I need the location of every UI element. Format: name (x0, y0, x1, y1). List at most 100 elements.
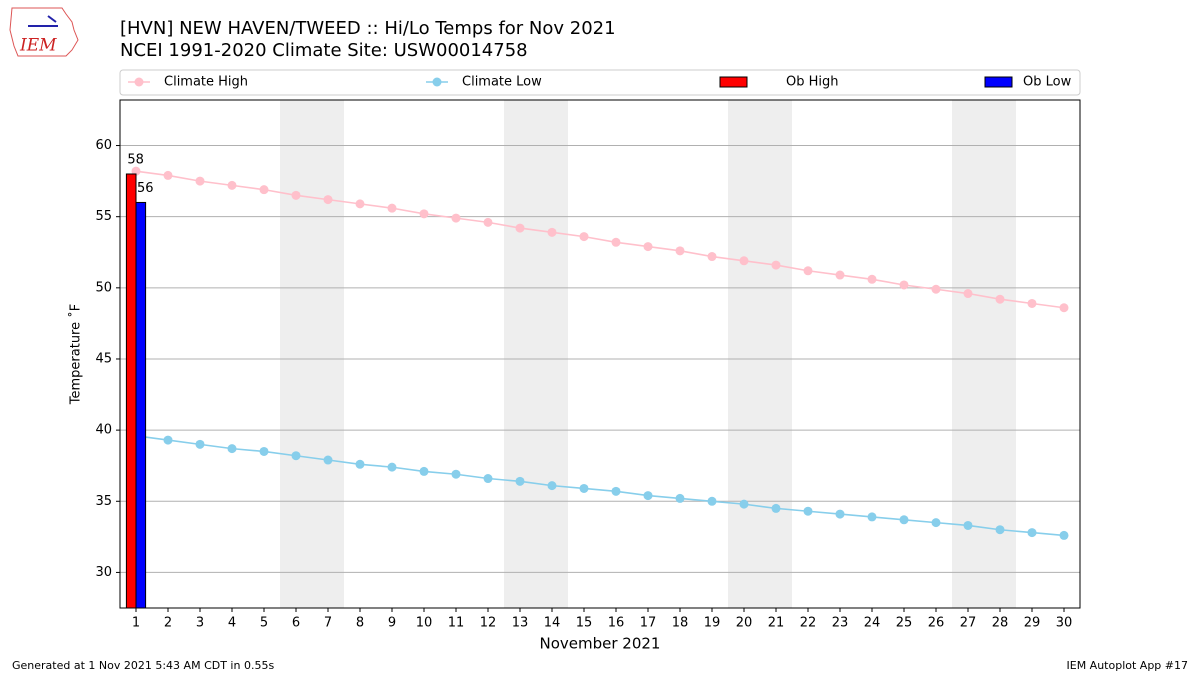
point (419, 209, 429, 219)
point (867, 274, 877, 284)
x-tick-label: 29 (1024, 616, 1041, 631)
x-tick-label: 23 (832, 616, 849, 631)
x-tick-label: 28 (992, 616, 1009, 631)
point (707, 252, 717, 262)
point (131, 166, 141, 176)
point (835, 509, 845, 519)
footer-right: IEM Autoplot App #17 (1067, 659, 1189, 672)
x-tick-label: 8 (356, 616, 364, 631)
point (483, 217, 493, 227)
point (803, 506, 813, 516)
x-tick-label: 3 (196, 616, 204, 631)
point (579, 232, 589, 242)
weekend-shade (280, 100, 312, 608)
point (995, 525, 1005, 535)
point (227, 180, 237, 190)
x-tick-label: 5 (260, 616, 268, 631)
x-tick-label: 14 (544, 616, 561, 631)
x-tick-label: 25 (896, 616, 913, 631)
x-tick-label: 7 (324, 616, 332, 631)
bar (125, 173, 137, 609)
point (931, 518, 941, 528)
value-label: 58 (127, 152, 144, 167)
point (643, 242, 653, 252)
legend-label: Ob Low (1023, 75, 1072, 90)
plot-frame (119, 99, 1081, 609)
climate-line (135, 170, 1065, 309)
point (1027, 298, 1037, 308)
point (163, 435, 173, 445)
point (291, 451, 301, 461)
legend-swatch (719, 76, 748, 88)
value-label: 56 (137, 181, 154, 196)
point (451, 213, 461, 223)
x-axis-label: November 2021 (540, 635, 661, 653)
x-tick-label: 26 (928, 616, 945, 631)
point (483, 474, 493, 484)
y-tick-label: 40 (95, 423, 112, 438)
point (995, 294, 1005, 304)
x-tick-label: 16 (608, 616, 625, 631)
point (963, 520, 973, 530)
point (899, 515, 909, 525)
point (835, 270, 845, 280)
x-tick-label: 15 (576, 616, 593, 631)
point (867, 512, 877, 522)
point (707, 496, 717, 506)
point (1059, 530, 1069, 540)
point (579, 483, 589, 493)
point (323, 195, 333, 205)
point (355, 199, 365, 209)
weekend-shade (952, 100, 984, 608)
point (163, 170, 173, 180)
legend-box (119, 69, 1081, 96)
x-tick-label: 17 (640, 616, 657, 631)
x-tick-label: 20 (736, 616, 753, 631)
weekend-shade (312, 100, 344, 608)
footer-left: Generated at 1 Nov 2021 5:43 AM CDT in 0… (12, 659, 274, 672)
weekend-shade (728, 100, 760, 608)
legend-label: Ob High (786, 75, 839, 90)
point (643, 491, 653, 501)
point (931, 284, 941, 294)
point (547, 227, 557, 237)
weekend-shade (504, 100, 536, 608)
point (771, 260, 781, 270)
x-tick-label: 22 (800, 616, 817, 631)
x-tick-label: 13 (512, 616, 529, 631)
x-tick-label: 1 (132, 616, 140, 631)
weekend-shade (984, 100, 1016, 608)
x-tick-label: 30 (1056, 616, 1073, 631)
y-tick-label: 55 (95, 209, 112, 224)
weekend-shade (760, 100, 792, 608)
point (611, 486, 621, 496)
x-tick-label: 24 (864, 616, 881, 631)
x-tick-label: 10 (416, 616, 433, 631)
point (803, 266, 813, 276)
logo: IEM (9, 7, 79, 57)
y-tick-label: 30 (95, 565, 112, 580)
y-tick-label: 50 (95, 280, 112, 295)
logo-text: IEM (19, 36, 57, 56)
climate-line (135, 435, 1065, 537)
x-tick-label: 18 (672, 616, 689, 631)
point (675, 246, 685, 256)
point (195, 439, 205, 449)
point (259, 185, 269, 195)
point (1059, 303, 1069, 313)
point (387, 203, 397, 213)
point (739, 499, 749, 509)
point (259, 446, 269, 456)
point (291, 190, 301, 200)
point (547, 481, 557, 491)
point (963, 289, 973, 299)
point (899, 280, 909, 290)
y-tick-label: 45 (95, 351, 112, 366)
point (771, 503, 781, 513)
x-tick-label: 21 (768, 616, 785, 631)
x-tick-label: 11 (448, 616, 465, 631)
point (675, 493, 685, 503)
weekend-shade (536, 100, 568, 608)
x-tick-label: 12 (480, 616, 497, 631)
